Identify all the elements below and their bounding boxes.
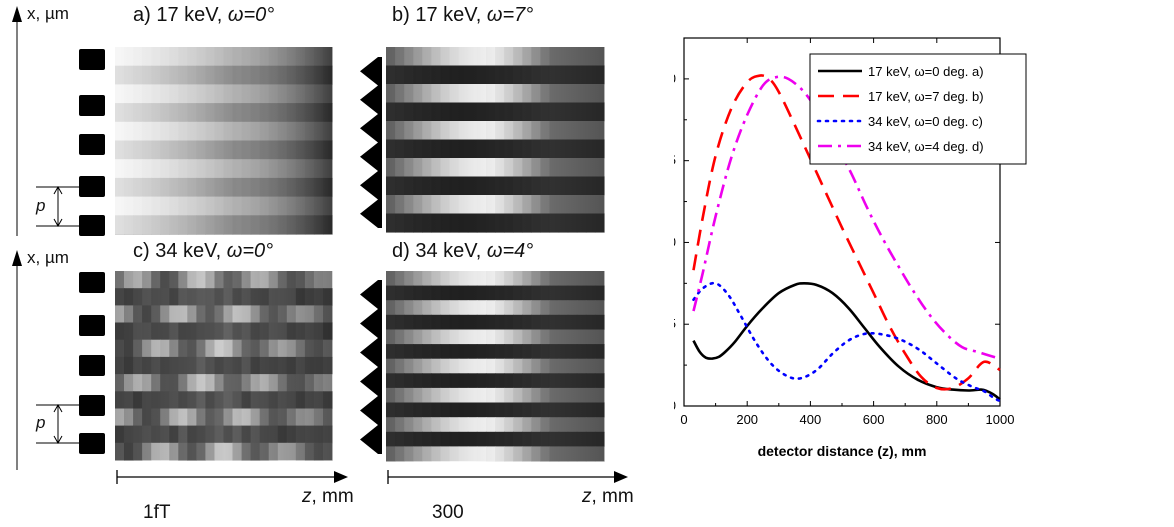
legend-label-3: 34 keV, ω=0 deg. c) bbox=[868, 114, 983, 129]
grating-a-bar bbox=[79, 215, 105, 236]
grating-a-bar bbox=[79, 49, 105, 70]
y-tick-label: 0 bbox=[674, 398, 676, 413]
panel-a-prefix: a) 17 keV, bbox=[133, 4, 228, 26]
grating-a-bar bbox=[79, 176, 105, 197]
x-tick-label: 1000 bbox=[986, 412, 1015, 427]
grating-b-sawtooth bbox=[360, 57, 382, 228]
panel-d-omega: ω=4° bbox=[486, 240, 534, 262]
series-line-2 bbox=[692, 74, 1001, 391]
z-axis-symbol-left: z bbox=[302, 486, 312, 507]
panel-d-prefix: d) 34 keV, bbox=[392, 240, 487, 262]
z-axis-label-left: z, mm bbox=[302, 486, 354, 508]
chart-series bbox=[692, 74, 1002, 403]
chart-axes: 0 200 400 600 800 1000 0 5 10 15 20 detector distan… bbox=[674, 37, 1015, 459]
panel-b-title: b) 17 keV, ω=7° bbox=[392, 4, 533, 27]
x-axis-title: detector distance (z), mm bbox=[758, 443, 927, 459]
y-tick-label: 10 bbox=[674, 234, 676, 249]
grating-c-bar bbox=[79, 272, 105, 293]
z-tick-label-left: 1fT bbox=[143, 502, 171, 523]
x-axis-arrowhead-bottom bbox=[12, 250, 22, 266]
legend-label-2: 17 keV, ω=7 deg. b) bbox=[868, 89, 984, 104]
visibility-chart: 0 200 400 600 800 1000 0 5 10 15 20 detector distan… bbox=[674, 37, 1027, 459]
panel-d-title: d) 34 keV, ω=4° bbox=[392, 240, 533, 263]
series-line-3 bbox=[692, 281, 1002, 403]
series-line-1 bbox=[692, 282, 1001, 401]
x-tick-label: 600 bbox=[863, 412, 885, 427]
panel-b-image bbox=[386, 47, 605, 233]
panel-c-prefix: c) 34 keV, bbox=[133, 240, 227, 262]
x-tick-label: 800 bbox=[926, 412, 948, 427]
grating-a-bar bbox=[79, 95, 105, 116]
grating-d-sawtooth bbox=[360, 280, 382, 454]
panel-a-image bbox=[115, 47, 333, 235]
grating-c-bar bbox=[79, 315, 105, 336]
x-tick-label: 200 bbox=[736, 412, 758, 427]
y-tick-label: 20 bbox=[674, 71, 676, 86]
z-tick-label-right: 300 bbox=[432, 502, 464, 523]
left-panels bbox=[12, 6, 628, 484]
grating-a-bar bbox=[79, 134, 105, 155]
x-axis-label-top: x, µm bbox=[27, 4, 69, 23]
panel-b-omega: ω=7° bbox=[486, 4, 534, 26]
z-axis-symbol-right: z bbox=[582, 486, 592, 507]
grating-c-bar bbox=[79, 433, 105, 454]
y-tick-label: 5 bbox=[674, 316, 676, 331]
period-marker-top bbox=[36, 185, 80, 228]
z-axis-arrowhead-left bbox=[334, 471, 348, 483]
z-axis-label-right: z, mm bbox=[582, 486, 634, 508]
panel-a-omega: ω=0° bbox=[227, 4, 275, 26]
legend-box bbox=[809, 53, 1027, 165]
period-label-top: p bbox=[36, 196, 46, 215]
panel-c-title: c) 34 keV, ω=0° bbox=[133, 240, 273, 263]
grating-c-bar bbox=[79, 355, 105, 376]
series-line-4 bbox=[692, 75, 1001, 360]
x-axis-arrowhead-top bbox=[12, 6, 22, 22]
panel-b-prefix: b) 17 keV, bbox=[392, 4, 487, 26]
grating-c-bar bbox=[79, 395, 105, 416]
z-axis-unit-left: , mm bbox=[311, 486, 354, 507]
legend-label-1: 17 keV, ω=0 deg. a) bbox=[868, 64, 984, 79]
chart-legend: 17 keV, ω=0 deg. a) 17 keV, ω=7 deg. b) 34… bbox=[809, 53, 1027, 165]
panel-c-omega: ω=0° bbox=[226, 240, 274, 262]
panel-d-image bbox=[386, 271, 605, 462]
panel-a-title: a) 17 keV, ω=0° bbox=[133, 4, 274, 27]
z-axis-arrowhead-right bbox=[614, 471, 628, 483]
x-axis-label-bottom: x, µm bbox=[27, 248, 69, 267]
x-tick-label: 0 bbox=[680, 412, 687, 427]
period-label-bottom: p bbox=[36, 413, 46, 432]
x-tick-label: 400 bbox=[800, 412, 822, 427]
z-axis-unit-right: , mm bbox=[591, 486, 634, 507]
y-tick-label: 15 bbox=[674, 153, 676, 168]
legend-label-4: 34 keV, ω=4 deg. d) bbox=[868, 139, 984, 154]
period-marker-bottom bbox=[36, 403, 80, 445]
panel-c-image bbox=[115, 271, 333, 461]
